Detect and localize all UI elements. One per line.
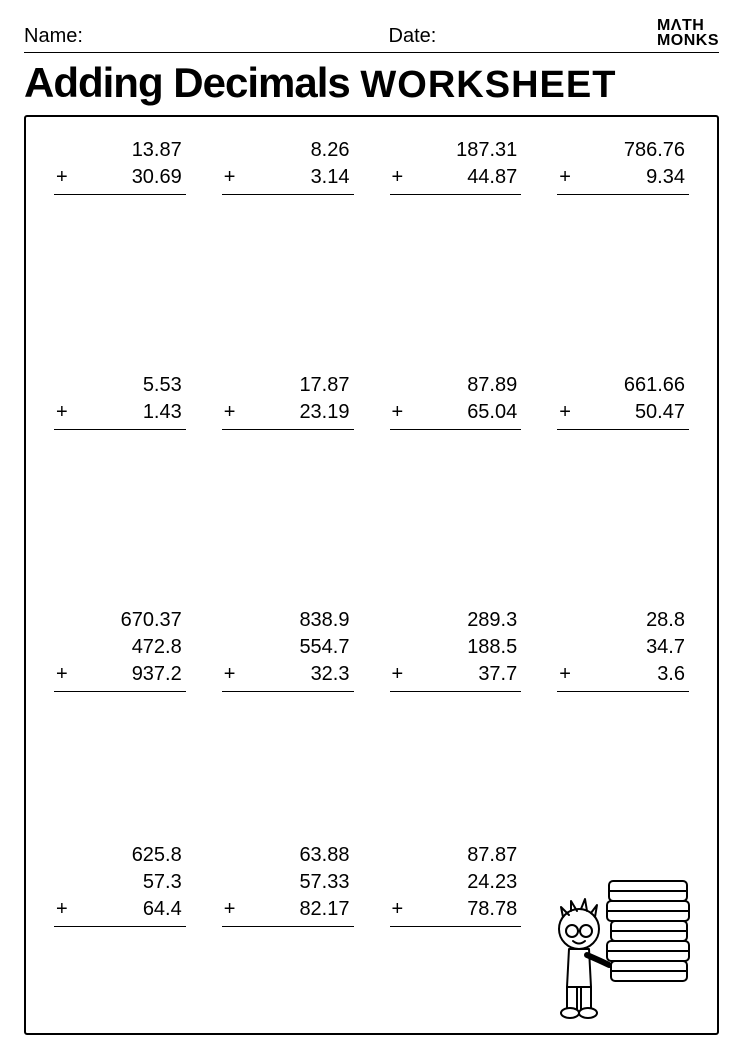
plus-operator: + [390,164,404,191]
problem-cell: 838.9554.7+32.3 [222,607,354,712]
plus-operator: + [54,896,68,923]
plus-operator: + [54,661,68,688]
operand: 786.76 [557,137,689,164]
operand: 187.31 [390,137,522,164]
operand: 87.89 [390,372,522,399]
math-monks-logo: MΛTH MONKS [649,18,719,48]
operand: 82.17 [235,896,349,923]
plus-operator: + [557,399,571,426]
operand: 17.87 [222,372,354,399]
problem-cell: 63.8857.33+82.17 [222,842,354,947]
problem-cell: 661.66+50.47 [557,372,689,477]
operand: 937.2 [68,661,182,688]
plus-operator: + [222,399,236,426]
problem-cell: 187.31+44.87 [390,137,522,242]
operand: 57.33 [222,869,354,896]
plus-operator: + [222,896,236,923]
problem-cell: 17.87+23.19 [222,372,354,477]
operand: 472.8 [54,634,186,661]
operand: 13.87 [54,137,186,164]
operand: 28.8 [557,607,689,634]
operand-last-row: +9.34 [557,164,689,195]
problem-cell: 786.76+9.34 [557,137,689,242]
problem-cell: 625.857.3+64.4 [54,842,186,947]
operand-last-row: +37.7 [390,661,522,692]
plus-operator: + [390,896,404,923]
operand-last-row: +3.6 [557,661,689,692]
operand: 23.19 [235,399,349,426]
operand: 50.47 [571,399,685,426]
title-main: Adding Decimals [24,59,350,106]
worksheet-frame: 13.87+30.698.26+3.14187.31+44.87786.76+9… [24,115,719,1035]
header-row: Name: Date: MΛTH MONKS [24,18,719,53]
problem-cell: 87.8724.23+78.78 [390,842,522,947]
plus-operator: + [54,399,68,426]
operand: 8.26 [222,137,354,164]
operand: 32.3 [235,661,349,688]
operand: 87.87 [390,842,522,869]
operand: 9.34 [571,164,685,191]
operand: 3.6 [571,661,685,688]
operand-last-row: +78.78 [390,896,522,927]
operand-last-row: +64.4 [54,896,186,927]
plus-operator: + [390,399,404,426]
operand: 670.37 [54,607,186,634]
operand-last-row: +44.87 [390,164,522,195]
title-sub: WORKSHEET [360,64,616,106]
books-child-illustration-icon [537,869,697,1019]
operand-last-row: +32.3 [222,661,354,692]
plus-operator: + [390,661,404,688]
operand-last-row: +30.69 [54,164,186,195]
plus-operator: + [557,164,571,191]
operand: 661.66 [557,372,689,399]
operand: 5.53 [54,372,186,399]
problems-grid: 13.87+30.698.26+3.14187.31+44.87786.76+9… [54,137,689,947]
operand: 188.5 [390,634,522,661]
operand: 64.4 [68,896,182,923]
operand: 24.23 [390,869,522,896]
problem-cell: 28.834.7+3.6 [557,607,689,712]
operand: 57.3 [54,869,186,896]
operand: 554.7 [222,634,354,661]
plus-operator: + [222,661,236,688]
operand: 289.3 [390,607,522,634]
problem-cell: 670.37472.8+937.2 [54,607,186,712]
operand-last-row: +937.2 [54,661,186,692]
date-label: Date: [389,25,649,48]
problem-cell: 87.89+65.04 [390,372,522,477]
operand-last-row: +23.19 [222,399,354,430]
name-label: Name: [24,25,389,48]
operand: 838.9 [222,607,354,634]
operand-last-row: +3.14 [222,164,354,195]
plus-operator: + [557,661,571,688]
operand: 65.04 [403,399,517,426]
operand: 34.7 [557,634,689,661]
operand: 78.78 [403,896,517,923]
operand: 30.69 [68,164,182,191]
operand: 37.7 [403,661,517,688]
logo-line-2: MONKS [657,33,719,48]
operand-last-row: +82.17 [222,896,354,927]
problem-cell: 13.87+30.69 [54,137,186,242]
operand: 1.43 [68,399,182,426]
operand-last-row: +50.47 [557,399,689,430]
operand: 625.8 [54,842,186,869]
operand: 3.14 [235,164,349,191]
operand: 44.87 [403,164,517,191]
logo-line-1: MΛTH [657,18,719,33]
plus-operator: + [54,164,68,191]
operand-last-row: +1.43 [54,399,186,430]
page-title: Adding Decimals WORKSHEET [24,59,719,107]
problem-cell: 5.53+1.43 [54,372,186,477]
operand-last-row: +65.04 [390,399,522,430]
problem-cell: 8.26+3.14 [222,137,354,242]
operand: 63.88 [222,842,354,869]
problem-cell: 289.3188.5+37.7 [390,607,522,712]
plus-operator: + [222,164,236,191]
